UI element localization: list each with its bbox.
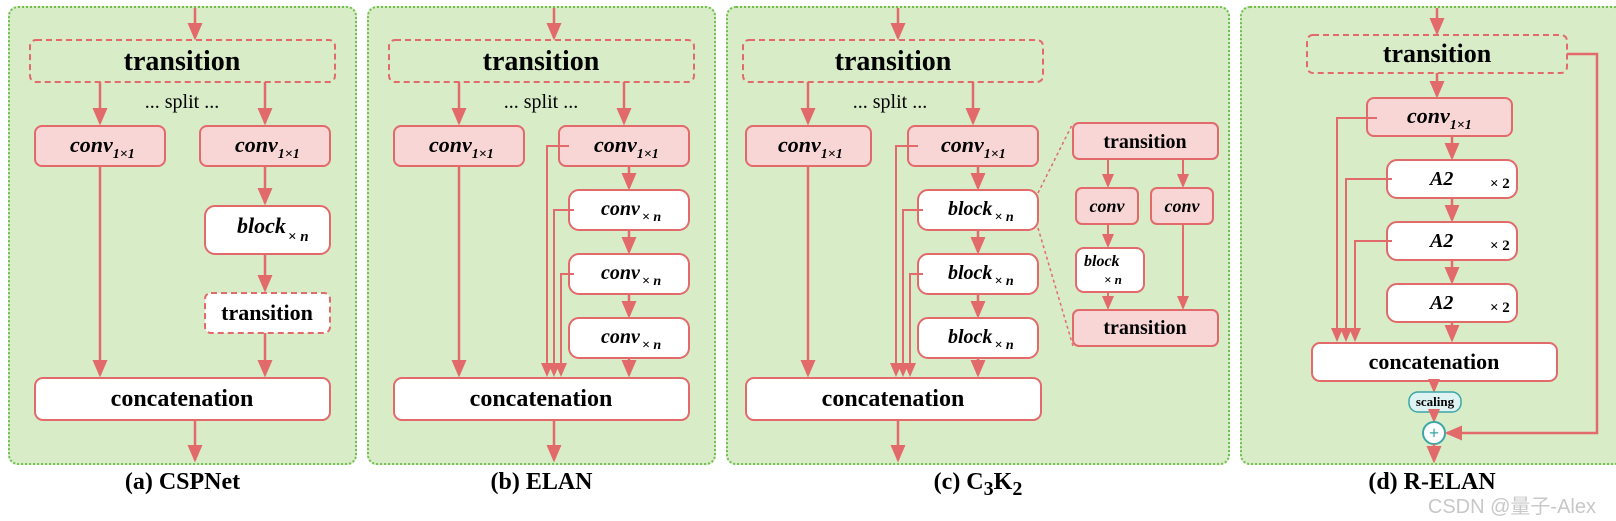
caption-a: (a) CSPNet — [8, 469, 357, 496]
plus-icon: + — [1429, 423, 1439, 443]
svg-text:transition: transition — [1103, 131, 1186, 153]
svg-text:transition: transition — [1103, 317, 1186, 339]
svg-text:× 2: × 2 — [1490, 238, 1510, 254]
caption-b: (b) ELAN — [367, 469, 716, 496]
transition-small: transition — [221, 300, 313, 325]
caption-c: (c) C3K2 — [726, 469, 1230, 501]
svg-text:× n: × n — [1104, 272, 1122, 287]
panel-c3k2: transition ... split ... conv1×1 conv1×1… — [726, 6, 1230, 501]
svg-text:transition: transition — [835, 46, 952, 77]
svg-text:block: block — [1084, 253, 1120, 270]
panel-elan: transition ... split ... conv1×1 conv1×1… — [367, 6, 716, 496]
diagram-row: transition ... split ... conv1×1 conv1×1… — [0, 0, 1616, 505]
svg-text:transition: transition — [1383, 39, 1492, 68]
svg-text:conv: conv — [1090, 196, 1126, 216]
svg-text:... split ...: ... split ... — [853, 91, 927, 113]
svg-text:× 2: × 2 — [1490, 300, 1510, 316]
svg-text:... split ...: ... split ... — [504, 91, 578, 113]
watermark: CSDN @量子-Alex — [1428, 490, 1596, 519]
scaling-label: scaling — [1416, 394, 1455, 409]
panel-relan: transition conv1×1 A2 × 2 A2 × 2 A2 × 2 — [1240, 6, 1616, 496]
svg-text:conv: conv — [1165, 196, 1201, 216]
svg-text:A2: A2 — [1428, 230, 1453, 252]
svg-text:concatenation: concatenation — [1369, 349, 1500, 374]
panel-cspnet: transition ... split ... conv1×1 conv1×1… — [8, 6, 357, 496]
transition-label: transition — [124, 46, 241, 77]
svg-text:concatenation: concatenation — [822, 386, 965, 412]
concat-label: concatenation — [111, 386, 254, 412]
svg-text:transition: transition — [483, 46, 600, 77]
svg-text:A2: A2 — [1428, 292, 1453, 314]
svg-text:A2: A2 — [1428, 168, 1453, 190]
svg-text:× 2: × 2 — [1490, 176, 1510, 192]
split-label: ... split ... — [145, 91, 219, 113]
svg-text:concatenation: concatenation — [470, 386, 613, 412]
